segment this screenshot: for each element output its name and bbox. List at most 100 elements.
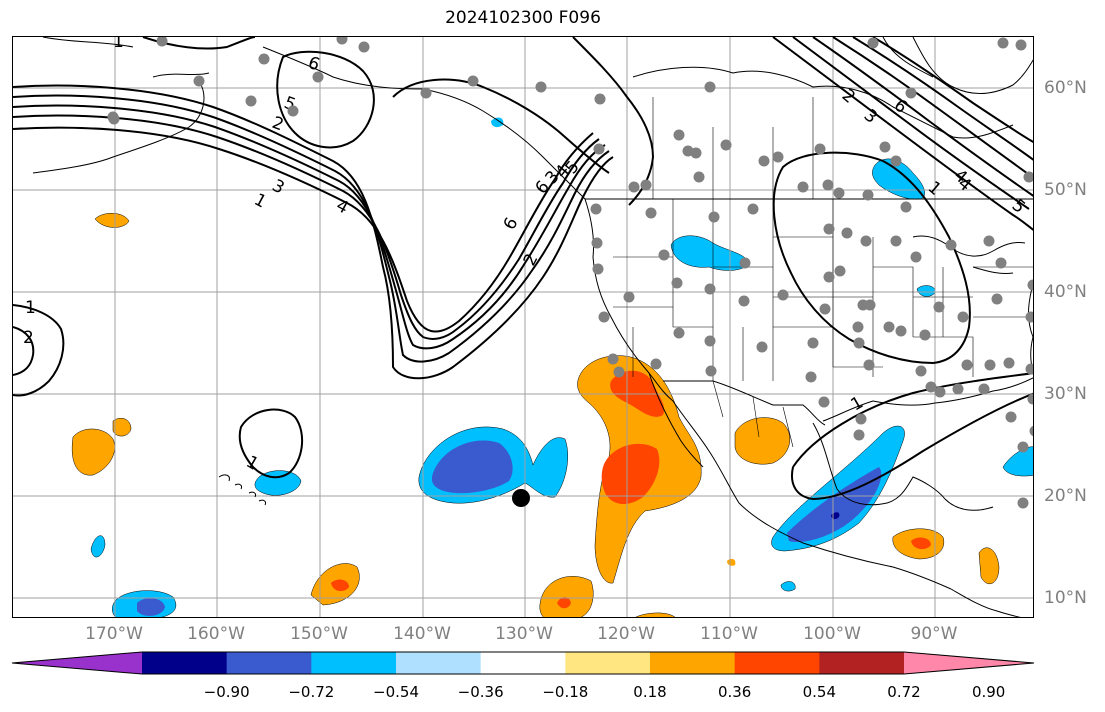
lon-label: 170°W xyxy=(85,624,143,644)
station-marker xyxy=(910,251,922,263)
station-marker xyxy=(933,301,945,313)
station-marker xyxy=(819,303,831,315)
station-marker xyxy=(671,277,683,289)
fill-red-south-1 xyxy=(331,579,349,592)
colorbar-tick-label: −0.18 xyxy=(542,683,589,701)
station-marker xyxy=(834,265,846,277)
lon-label: 130°W xyxy=(495,624,553,644)
station-marker xyxy=(995,257,1007,269)
station-marker xyxy=(420,87,432,99)
contour-labels: 1 3 4 6 1 6 2 1 2 1 1 2 3 4 5 6 1 4 6 3 … xyxy=(23,37,1029,475)
station-marker xyxy=(738,295,750,307)
contour-ne-5 xyxy=(852,37,1033,161)
station-marker xyxy=(758,155,770,167)
station-marker xyxy=(287,105,299,117)
station-marker xyxy=(628,181,640,193)
fill-orange-hawaii-west-2 xyxy=(112,418,132,437)
contours xyxy=(13,37,1033,501)
contour-alaska-closed xyxy=(276,50,375,149)
station-marker xyxy=(814,143,826,155)
station-marker xyxy=(957,311,969,323)
fill-blue-midwest xyxy=(916,285,936,297)
contour-label: 3 xyxy=(269,176,288,199)
station-marker xyxy=(704,335,716,347)
station-marker xyxy=(905,87,917,99)
border-mexico-states xyxy=(712,380,794,448)
colorbar-segment xyxy=(650,652,736,674)
colorbar-segment xyxy=(480,652,566,674)
coastline-central-america xyxy=(950,588,1021,617)
station-marker xyxy=(693,171,705,183)
coastline-great-lakes xyxy=(912,235,1026,274)
contour-ridge-2 xyxy=(13,94,610,363)
station-marker xyxy=(747,203,759,215)
colorbar-tick-label: 0.72 xyxy=(887,683,921,701)
lon-label: 110°W xyxy=(700,624,758,644)
coastline-gulf-mexico xyxy=(812,377,1033,511)
fill-red-baja-south xyxy=(601,443,660,505)
fill-orange-south-3 xyxy=(635,612,675,617)
station-marker xyxy=(983,235,995,247)
fill-blue-mexico-small xyxy=(780,581,796,592)
station-marker xyxy=(1015,39,1027,51)
station-marker xyxy=(640,179,652,191)
coastline-alaska-west xyxy=(32,37,210,174)
state-borders xyxy=(613,97,1033,448)
fill-blue-hawaii xyxy=(254,470,302,496)
lat-label: 60°N xyxy=(1044,78,1087,98)
colorbar-outline xyxy=(11,651,1035,675)
station-marker xyxy=(193,75,205,87)
colorbar-segment xyxy=(819,652,905,674)
station-marker xyxy=(860,235,872,247)
station-marker xyxy=(708,211,720,223)
contour-west-edge-2 xyxy=(13,326,35,376)
station-marker xyxy=(934,386,946,398)
station-marker xyxy=(853,429,865,441)
fill-red-south-2 xyxy=(557,597,571,609)
contour-label: 1 xyxy=(251,190,270,213)
colorbar-tick-label: −0.72 xyxy=(288,683,335,701)
station-marker xyxy=(258,53,270,65)
station-marker xyxy=(833,187,845,199)
contour-ridge-3 xyxy=(13,104,606,350)
contour-ne-1 xyxy=(772,37,1033,231)
colorbar-segment xyxy=(396,652,482,674)
station-marker xyxy=(739,257,751,269)
station-marker xyxy=(1005,411,1017,423)
colorbar-segment xyxy=(311,652,397,674)
map-frame: 1 3 4 6 1 6 2 1 2 1 1 2 3 4 5 6 1 4 6 3 … xyxy=(12,36,1034,618)
station-marker xyxy=(1023,171,1033,183)
station-marker xyxy=(867,37,879,49)
station-marker xyxy=(952,383,964,395)
fill-red-central-america xyxy=(911,537,931,550)
contour-ne-3 xyxy=(812,37,1033,197)
station-marker xyxy=(1017,497,1029,509)
station-marker xyxy=(777,289,789,301)
station-marker xyxy=(156,37,168,47)
colorbar-segment xyxy=(142,652,228,674)
station-marker xyxy=(823,271,835,283)
station-marker xyxy=(245,95,257,107)
station-marker xyxy=(822,179,834,191)
station-marker xyxy=(823,223,835,235)
fill-blue-plains xyxy=(670,235,750,271)
colorbar-tick-label: −0.54 xyxy=(373,683,419,701)
station-marker xyxy=(645,207,657,219)
lat-label: 20°N xyxy=(1044,486,1087,506)
colorbar xyxy=(11,651,1035,675)
station-marker xyxy=(535,81,547,93)
contour-pacific-nw xyxy=(572,37,655,206)
station-marker xyxy=(358,41,370,53)
station-marker xyxy=(705,365,717,377)
colorbar-tick-label: 0.90 xyxy=(971,683,1006,701)
station-marker xyxy=(919,329,931,341)
coastline-baja xyxy=(648,372,704,468)
contour-ridge-1 xyxy=(13,84,614,380)
station-marker xyxy=(890,155,902,167)
station-marker xyxy=(592,263,604,275)
station-marker xyxy=(590,203,602,215)
colorbar-segment xyxy=(734,652,820,674)
contour-gulf xyxy=(791,372,1033,501)
fill-orange-pacific-north xyxy=(94,213,130,228)
contour-label: 2 xyxy=(269,113,286,135)
